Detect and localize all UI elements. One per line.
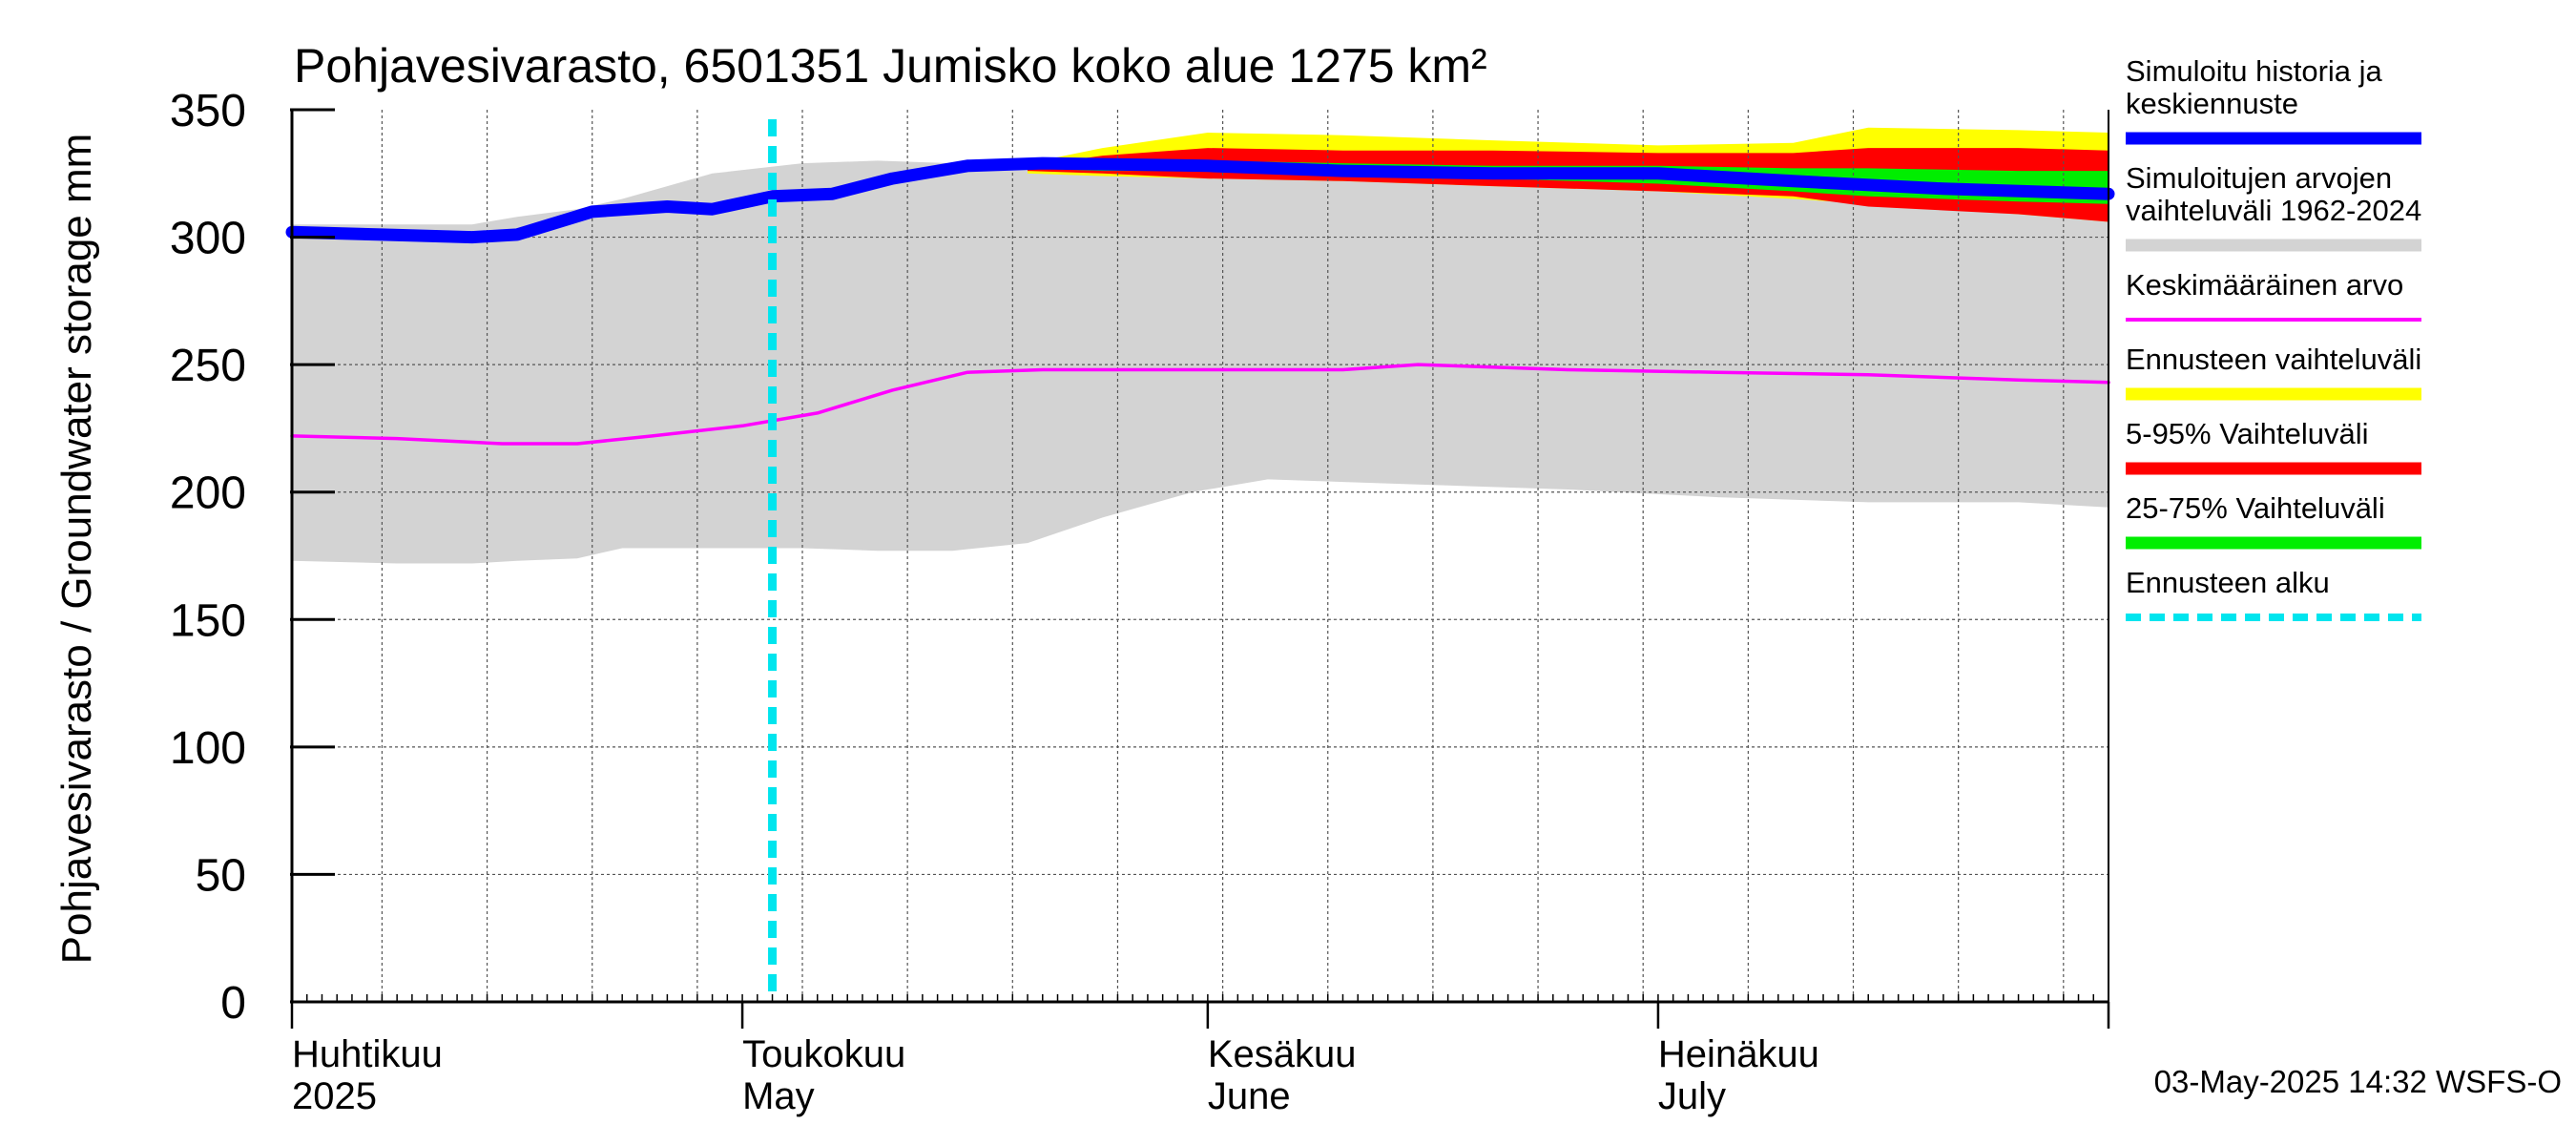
y-tick-label-50: 50 — [196, 850, 246, 901]
y-tick-label-300: 300 — [170, 214, 246, 264]
line-series-layer — [285, 119, 2115, 1002]
x-month-label-en-4: July — [1658, 1075, 1726, 1117]
x-month-label-fi-1: Huhtikuu — [292, 1033, 443, 1075]
x-month-label-fi-4: Heinäkuu — [1658, 1033, 1819, 1075]
legend-label-1-line-2: keskiennuste — [2126, 87, 2298, 120]
legend-label-5: 5-95% Vaihteluväli — [2126, 417, 2368, 450]
y-tick-label-250: 250 — [170, 341, 246, 391]
chart-title: Pohjavesivarasto, 6501351 Jumisko koko a… — [294, 39, 1487, 93]
legend-label-3: Keskimääräinen arvo — [2126, 268, 2403, 302]
y-tick-label-150: 150 — [170, 595, 246, 646]
x-month-label-en-3: June — [1208, 1075, 1291, 1117]
legend-label-2-line-2: vaihteluväli 1962-2024 — [2126, 194, 2421, 227]
x-month-label-en-2: May — [742, 1075, 815, 1117]
y-tick-label-350: 350 — [170, 86, 246, 136]
y-axis-label: Pohjavesivarasto / Groundwater storage m… — [53, 134, 100, 965]
timestamp: 03-May-2025 14:32 WSFS-O — [2154, 1064, 2562, 1099]
x-month-label-fi-3: Kesäkuu — [1208, 1033, 1357, 1075]
x-month-label-en-1: 2025 — [292, 1075, 377, 1117]
y-tick-label-100: 100 — [170, 723, 246, 774]
legend-label-4: Ennusteen vaihteluväli — [2126, 343, 2421, 376]
line-series-1 — [290, 363, 2110, 446]
grid-layer — [292, 110, 2109, 1002]
x-month-label-fi-2: Toukokuu — [742, 1033, 905, 1075]
legend-label-6: 25-75% Vaihteluväli — [2126, 491, 2385, 525]
legend-label-7: Ennusteen alku — [2126, 566, 2330, 599]
legend-label-1-line-1: Simuloitu historia ja — [2126, 54, 2383, 88]
y-tick-label-200: 200 — [170, 468, 246, 519]
y-tick-label-0: 0 — [220, 978, 246, 1029]
band-series-1 — [292, 160, 2109, 564]
legend-label-2-line-1: Simuloitujen arvojen — [2126, 161, 2392, 195]
line-series-2 — [285, 156, 2115, 244]
